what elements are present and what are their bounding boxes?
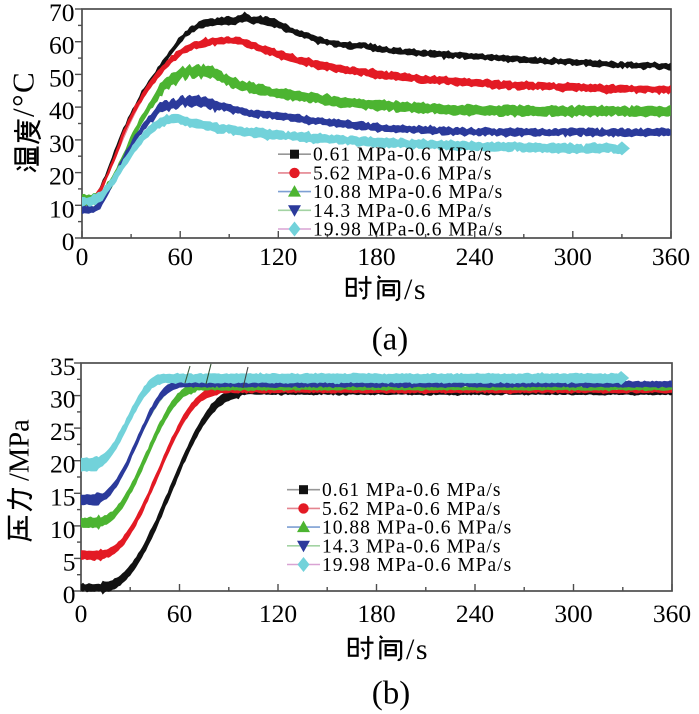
svg-text:0.61 MPa-0.6 MPa/s: 0.61 MPa-0.6 MPa/s [322, 480, 501, 501]
svg-text:0: 0 [63, 580, 76, 609]
svg-text:19.98 MPa-0.6 MPa/s: 19.98 MPa-0.6 MPa/s [313, 220, 503, 241]
svg-text:5.62 MPa-0.6 MPa/s: 5.62 MPa-0.6 MPa/s [322, 499, 501, 520]
svg-text:/°C: /°C [6, 71, 41, 117]
svg-text:/s: /s [404, 273, 427, 306]
svg-text:60: 60 [167, 242, 193, 271]
svg-text:240: 240 [456, 599, 494, 628]
svg-text:14.3 MPa-0.6 MPa/s: 14.3 MPa-0.6 MPa/s [322, 536, 501, 557]
svg-text:/MPa: /MPa [5, 419, 36, 481]
svg-text:10: 10 [49, 194, 75, 223]
svg-text:180: 180 [357, 242, 395, 271]
svg-text:0: 0 [75, 599, 88, 628]
svg-text:0: 0 [76, 242, 89, 271]
svg-text:25: 25 [50, 417, 76, 446]
svg-text:15: 15 [50, 482, 76, 511]
svg-text:(b): (b) [372, 676, 410, 712]
svg-text:240: 240 [456, 242, 494, 271]
svg-text:10.88 MPa-0.6 MPa/s: 10.88 MPa-0.6 MPa/s [322, 518, 512, 539]
svg-text:14.3 MPa-0.6 MPa/s: 14.3 MPa-0.6 MPa/s [313, 201, 492, 222]
svg-text:(a): (a) [372, 322, 409, 358]
svg-text:360: 360 [652, 242, 690, 271]
svg-text:20: 20 [49, 162, 75, 191]
svg-text:40: 40 [49, 96, 75, 125]
svg-text:70: 70 [49, 0, 75, 27]
svg-text:5.62 MPa-0.6 MPa/s: 5.62 MPa-0.6 MPa/s [313, 163, 492, 184]
svg-text:10: 10 [50, 515, 76, 544]
svg-text:50: 50 [49, 63, 75, 92]
svg-text:300: 300 [554, 599, 592, 628]
svg-text:60: 60 [167, 599, 193, 628]
svg-text:5: 5 [63, 547, 76, 576]
svg-text:60: 60 [49, 31, 75, 60]
svg-text:30: 30 [50, 385, 76, 414]
svg-text:19.98 MPa-0.6 MPa/s: 19.98 MPa-0.6 MPa/s [322, 555, 512, 576]
svg-text:300: 300 [554, 242, 592, 271]
svg-text:120: 120 [259, 242, 297, 271]
svg-text:35: 35 [50, 352, 76, 381]
svg-text:360: 360 [653, 599, 691, 628]
svg-text:120: 120 [259, 599, 297, 628]
svg-text:10.88 MPa-0.6 MPa/s: 10.88 MPa-0.6 MPa/s [313, 182, 503, 203]
svg-text:0.61 MPa-0.6 MPa/s: 0.61 MPa-0.6 MPa/s [313, 145, 492, 166]
svg-text:20: 20 [50, 450, 76, 479]
svg-text:30: 30 [49, 129, 75, 158]
svg-text:180: 180 [357, 599, 395, 628]
svg-text:/s: /s [406, 633, 429, 666]
svg-text:0: 0 [62, 227, 75, 256]
